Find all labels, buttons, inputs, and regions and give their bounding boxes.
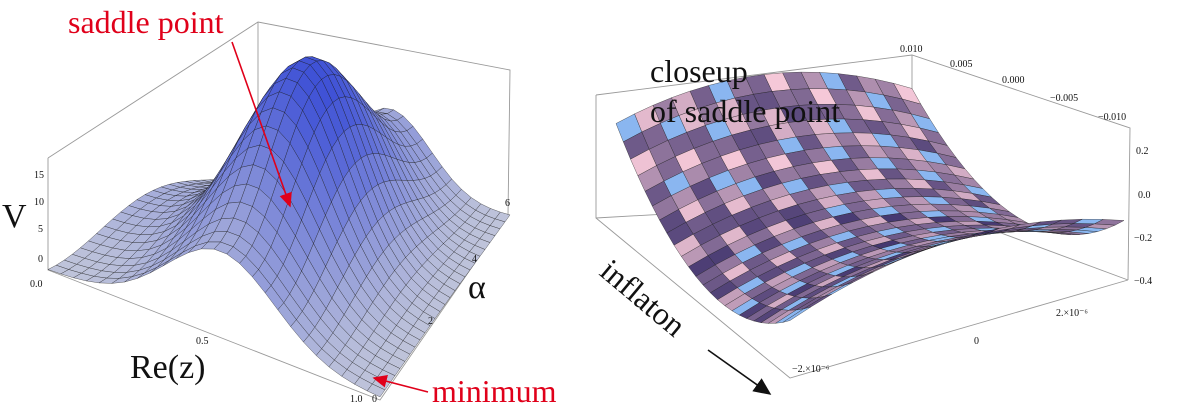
left-plot: 15 10 5 0 V 0 2 4 6 α 0.0 0.5 1.0 Re(z) …: [2, 4, 557, 409]
right-plot: 0.010 0.005 0.000 −0.005 −0.010 0.2 0.0 …: [594, 44, 1152, 395]
right-front-tick: 2.×10⁻⁶: [1056, 308, 1088, 319]
right-back-tick: 0.000: [1002, 75, 1025, 86]
left-y-tick: 0: [372, 394, 377, 405]
left-y-tick: 4: [472, 254, 477, 265]
left-x-tick: 0.5: [196, 336, 209, 347]
inflaton-arrow: [707, 349, 772, 395]
closeup-title-line1: closeup: [650, 53, 748, 89]
left-surface: [47, 56, 511, 398]
right-side-tick: −0.4: [1134, 276, 1152, 287]
right-front-tick: 0: [974, 336, 979, 347]
left-z-tick: 10: [34, 197, 44, 208]
left-y-tick: 2: [428, 316, 433, 327]
right-side-tick: −0.2: [1134, 233, 1152, 244]
left-z-tick: 0: [38, 254, 43, 265]
right-back-tick: 0.010: [900, 44, 923, 55]
minimum-annotation: minimum: [432, 373, 557, 409]
left-z-tick: 15: [34, 170, 44, 181]
minimum-arrow: [372, 375, 429, 393]
right-back-tick: −0.010: [1098, 112, 1126, 123]
right-back-tick: 0.005: [950, 59, 973, 70]
closeup-title-line2: of saddle point: [650, 93, 840, 129]
left-z-tick: 5: [38, 224, 43, 235]
left-surface-patch: [366, 383, 386, 398]
right-side-tick: 0.0: [1138, 190, 1151, 201]
inflaton-label: inflaton: [594, 252, 693, 344]
right-side-tick: 0.2: [1136, 146, 1149, 157]
left-x-label: Re(z): [130, 349, 206, 386]
right-surface: [615, 71, 1125, 324]
left-x-tick: 1.0: [350, 394, 363, 405]
left-x-tick: 0.0: [30, 279, 43, 290]
left-z-label: V: [2, 198, 27, 235]
left-y-label: α: [468, 269, 486, 306]
left-y-tick: 6: [505, 198, 510, 209]
saddle-point-annotation: saddle point: [68, 4, 224, 40]
right-surface-patch: [782, 306, 812, 323]
right-back-tick: −0.005: [1050, 93, 1078, 104]
right-front-tick: −2.×10⁻⁶: [792, 364, 830, 375]
saddle-arrow: [231, 41, 292, 208]
